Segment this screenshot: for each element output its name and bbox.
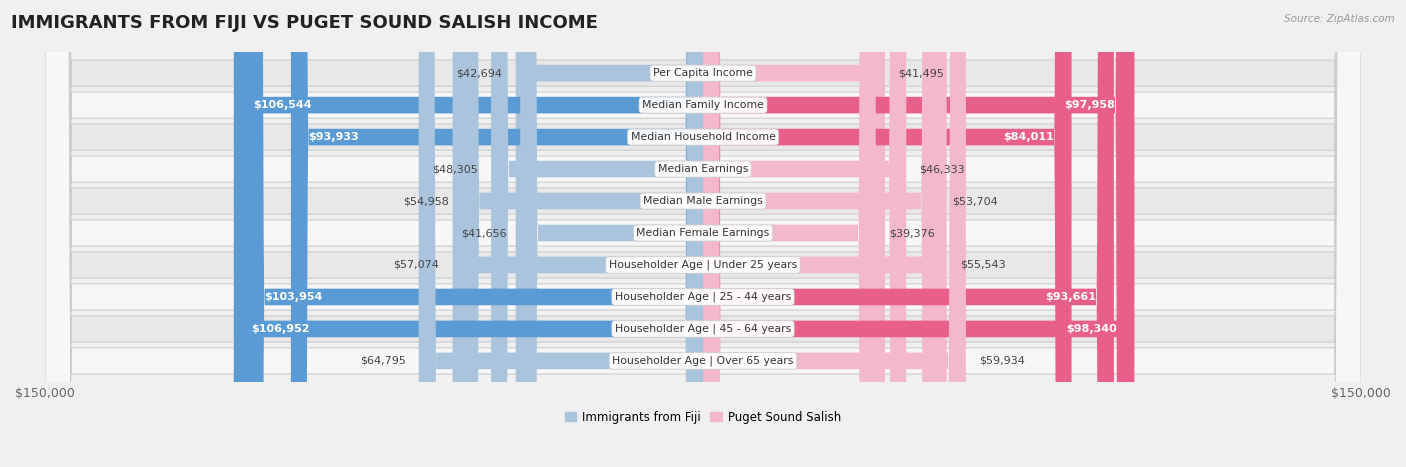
Text: $39,376: $39,376 xyxy=(889,228,935,238)
FancyBboxPatch shape xyxy=(703,0,1114,467)
FancyBboxPatch shape xyxy=(45,0,1361,467)
FancyBboxPatch shape xyxy=(703,0,1071,467)
Text: $53,704: $53,704 xyxy=(952,196,997,206)
FancyBboxPatch shape xyxy=(703,0,876,467)
FancyBboxPatch shape xyxy=(45,0,1361,467)
FancyBboxPatch shape xyxy=(291,0,703,467)
FancyBboxPatch shape xyxy=(703,0,907,467)
Text: $42,694: $42,694 xyxy=(457,68,502,78)
FancyBboxPatch shape xyxy=(491,0,703,467)
Text: $54,958: $54,958 xyxy=(404,196,449,206)
Text: Median Female Earnings: Median Female Earnings xyxy=(637,228,769,238)
Text: Householder Age | Over 65 years: Householder Age | Over 65 years xyxy=(612,356,794,366)
Text: Per Capita Income: Per Capita Income xyxy=(652,68,754,78)
Text: $84,011: $84,011 xyxy=(1004,132,1054,142)
FancyBboxPatch shape xyxy=(516,0,703,467)
FancyBboxPatch shape xyxy=(233,0,703,467)
FancyBboxPatch shape xyxy=(703,0,884,467)
FancyBboxPatch shape xyxy=(236,0,703,467)
Text: IMMIGRANTS FROM FIJI VS PUGET SOUND SALISH INCOME: IMMIGRANTS FROM FIJI VS PUGET SOUND SALI… xyxy=(11,14,598,32)
FancyBboxPatch shape xyxy=(45,0,1361,467)
Text: $97,958: $97,958 xyxy=(1064,100,1115,110)
FancyBboxPatch shape xyxy=(703,0,946,467)
Text: Median Family Income: Median Family Income xyxy=(643,100,763,110)
Text: Median Earnings: Median Earnings xyxy=(658,164,748,174)
Text: $48,305: $48,305 xyxy=(432,164,478,174)
Text: $64,795: $64,795 xyxy=(360,356,405,366)
FancyBboxPatch shape xyxy=(45,0,1361,467)
Text: Householder Age | Under 25 years: Householder Age | Under 25 years xyxy=(609,260,797,270)
Text: Householder Age | 25 - 44 years: Householder Age | 25 - 44 years xyxy=(614,292,792,302)
Text: $106,952: $106,952 xyxy=(252,324,309,334)
FancyBboxPatch shape xyxy=(45,0,1361,467)
FancyBboxPatch shape xyxy=(703,0,939,467)
FancyBboxPatch shape xyxy=(45,0,1361,467)
Text: $46,333: $46,333 xyxy=(920,164,965,174)
FancyBboxPatch shape xyxy=(520,0,703,467)
FancyBboxPatch shape xyxy=(45,0,1361,467)
Text: $93,661: $93,661 xyxy=(1045,292,1097,302)
FancyBboxPatch shape xyxy=(247,0,703,467)
FancyBboxPatch shape xyxy=(703,0,1135,467)
Text: $57,074: $57,074 xyxy=(394,260,440,270)
Text: Median Male Earnings: Median Male Earnings xyxy=(643,196,763,206)
Text: $55,543: $55,543 xyxy=(960,260,1005,270)
Text: $98,340: $98,340 xyxy=(1066,324,1116,334)
FancyBboxPatch shape xyxy=(45,0,1361,467)
FancyBboxPatch shape xyxy=(463,0,703,467)
Text: $41,656: $41,656 xyxy=(461,228,508,238)
Legend: Immigrants from Fiji, Puget Sound Salish: Immigrants from Fiji, Puget Sound Salish xyxy=(560,406,846,429)
Text: $106,544: $106,544 xyxy=(253,100,312,110)
Text: Median Household Income: Median Household Income xyxy=(630,132,776,142)
Text: $59,934: $59,934 xyxy=(979,356,1025,366)
FancyBboxPatch shape xyxy=(703,0,966,467)
FancyBboxPatch shape xyxy=(45,0,1361,467)
Text: $41,495: $41,495 xyxy=(898,68,943,78)
FancyBboxPatch shape xyxy=(45,0,1361,467)
FancyBboxPatch shape xyxy=(453,0,703,467)
Text: Householder Age | 45 - 64 years: Householder Age | 45 - 64 years xyxy=(614,324,792,334)
FancyBboxPatch shape xyxy=(419,0,703,467)
FancyBboxPatch shape xyxy=(703,0,1133,467)
Text: Source: ZipAtlas.com: Source: ZipAtlas.com xyxy=(1284,14,1395,24)
Text: $93,933: $93,933 xyxy=(308,132,359,142)
Text: $103,954: $103,954 xyxy=(264,292,323,302)
